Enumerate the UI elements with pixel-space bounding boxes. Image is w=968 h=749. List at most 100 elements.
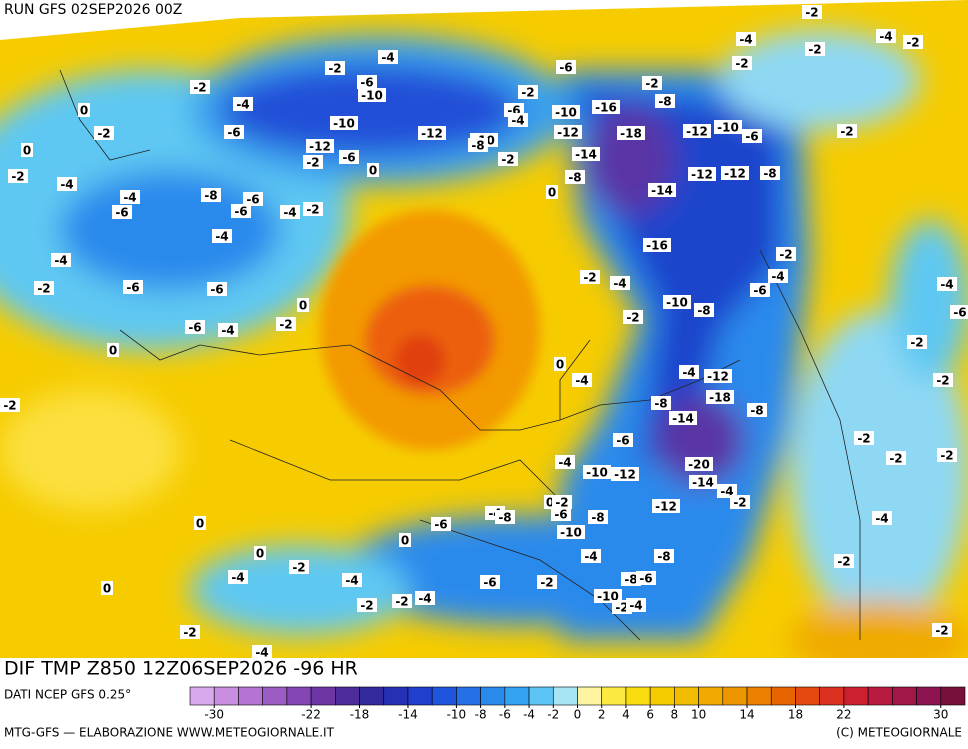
label-box [112,205,132,219]
colorbar-tick-label: 18 [788,708,803,722]
colorbar-box [649,686,675,706]
contour-label: -8 [568,171,581,185]
contour-label: -4 [283,206,296,220]
label-box [101,581,113,595]
contour-label: -4 [682,366,695,380]
contour-label: -6 [188,321,201,335]
source: DATI NCEP GFS 0.25° [4,688,131,702]
label-box [107,343,119,357]
contour-label: -4 [236,98,249,112]
contour-label: -8 [591,511,604,525]
contour-label: -2 [733,496,746,510]
contour-label: -2 [183,626,196,640]
label-box [180,625,200,639]
label-box [378,50,398,64]
contour-label: -6 [434,518,447,532]
label-box [581,549,601,563]
colorbar-box [286,686,312,706]
colorbar-box [335,686,360,706]
label-box [572,147,600,161]
label-box [392,594,412,608]
label-box [669,411,697,425]
colorbar-box [770,686,796,706]
label-box [280,205,300,219]
label-box [937,448,957,462]
colorbar-box [601,686,627,706]
colorbar: -30 -22 -18 -14 -10 -8 -6 -4 -2 0 2 4 6 8 10 14 18 22 30 [189,686,966,722]
contour-label: -2 [555,496,568,510]
label-box [0,398,20,412]
label-box [683,124,711,138]
label-box [760,166,780,180]
contour-label: -2 [808,43,821,57]
colorbar-tick-label: 2 [598,708,606,722]
label-box [580,270,600,284]
contour-label: -4 [345,574,358,588]
label-box [468,138,488,152]
contour-label: -6 [745,130,758,144]
colorbar-tick-label: -2 [547,708,559,722]
title-box [0,0,232,18]
label-box [802,5,822,19]
contour-label: -2 [193,81,206,95]
label-box [518,85,538,99]
contour-label: -2 [805,6,818,20]
label-box [330,116,358,130]
label-box [207,282,227,296]
colorbar-box [843,686,869,706]
contour-label: -4 [221,324,234,338]
contour-label: -2 [3,399,16,413]
contour-label: -2 [292,561,305,575]
label-box [648,183,676,197]
colorbar-box [819,686,845,706]
contour-label: -2 [779,248,792,262]
colorbar-box [577,686,603,706]
colorbar-tick-label: -4 [523,708,535,722]
contour-label: 0 [369,164,377,178]
contour-label: -8 [658,95,671,109]
label-box [228,570,248,584]
field-title: DIF TMP Z850 12Z06SEP2026 -96 HR [4,658,358,680]
colorbar-tick-label: -30 [204,708,224,722]
label-box [685,457,713,471]
contour-label: -6 [753,284,766,298]
contour-label: -6 [559,61,572,75]
contour-label: -2 [840,125,853,139]
colorbar-tick-label: 10 [691,708,706,722]
label-box [552,495,572,509]
contour-label: -6 [227,126,240,140]
contour-label: -10 [555,106,577,120]
contour-label: -2 [279,318,292,332]
colorbar-box [746,686,772,706]
label-box [8,169,28,183]
contour-label: -4 [255,646,268,660]
contour-label: -2 [306,203,319,217]
contour-label: -4 [879,30,892,44]
label-box [276,317,296,331]
label-box [805,42,825,56]
contour-label: -6 [234,205,247,219]
contour-label: -4 [381,51,394,65]
contour-label: -2 [360,599,373,613]
label-box [933,373,953,387]
contour-label: -6 [483,576,496,590]
colorbar-tick-label: -6 [499,708,511,722]
label-box [123,280,143,294]
label-box [854,431,874,445]
colorbar-box [431,686,457,706]
label-box [626,598,646,612]
label-box [950,305,968,319]
colorbar-box [795,686,820,706]
colorbar-box [722,686,748,706]
contour-label: -8 [750,404,763,418]
label-box [932,623,952,637]
contour-label: 0 [80,104,88,118]
label-box [872,511,892,525]
contour-label: -2 [521,86,534,100]
label-box [654,549,674,563]
label-box [367,163,379,177]
contour-label: -10 [717,121,739,135]
contour-label: -6 [616,434,629,448]
colorbar-tick-label: -8 [475,708,487,722]
label-box [834,554,854,568]
